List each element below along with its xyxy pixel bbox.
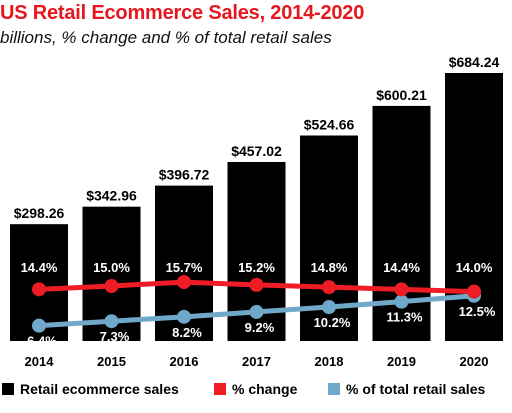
pct-change-label-2019: 14.4%	[383, 260, 420, 275]
bar-value-label-2015: $342.96	[86, 188, 137, 204]
pct-change-label-2014: 14.4%	[21, 260, 58, 275]
pct-of-total-label-2018: 10.2%	[314, 315, 351, 330]
x-tick-2015: 2015	[97, 354, 126, 369]
pct-change-label-2015: 15.0%	[93, 260, 130, 275]
pct-of-total-label-2015: 7.3%	[100, 329, 130, 344]
pct-of-total-point-2017	[249, 304, 264, 319]
pct-change-point-2014	[32, 282, 46, 297]
pct-of-total-label-2016: 8.2%	[172, 325, 202, 340]
pct-of-total-label-2019: 11.3%	[386, 310, 423, 325]
x-tick-2020: 2020	[460, 354, 489, 369]
pct-change-point-2016	[177, 275, 191, 290]
pct-change-point-2015	[104, 279, 119, 293]
pct-change-point-2020	[467, 284, 481, 299]
pct-change-point-2019	[394, 282, 409, 297]
bar-value-label-2017: $457.02	[231, 143, 282, 159]
pct-change-label-2016: 15.7%	[166, 260, 203, 275]
pct-change-label-2018: 14.8%	[311, 260, 348, 275]
legend-label-retail-ecommerce-sales: Retail ecommerce sales	[20, 381, 179, 397]
legend-swatch-retail-ecommerce-sales	[2, 383, 14, 395]
x-tick-2018: 2018	[315, 354, 344, 369]
pct-of-total-point-2015	[104, 314, 119, 329]
pct-change-point-2018	[322, 280, 336, 295]
pct-of-total-label-2020: 12.5%	[459, 304, 496, 319]
pct-of-total-point-2016	[177, 309, 191, 324]
pct-of-total-point-2014	[32, 318, 46, 333]
bar-value-label-2020: $684.24	[449, 54, 500, 70]
pct-of-total-point-2019	[394, 294, 409, 309]
chart-title: US Retail Ecommerce Sales, 2014-2020	[0, 2, 365, 24]
chart-subtitle: billions, % change and % of total retail…	[0, 28, 332, 47]
pct-change-label-2020: 14.0%	[456, 260, 493, 275]
bar-value-label-2016: $396.72	[159, 167, 210, 183]
bar-value-label-2018: $524.66	[304, 117, 355, 133]
bar-value-label-2014: $298.26	[14, 205, 65, 221]
x-tick-2019: 2019	[387, 354, 416, 369]
x-tick-2016: 2016	[170, 354, 199, 369]
legend-label-pct-of-total: % of total retail sales	[346, 381, 485, 397]
x-tick-2014: 2014	[25, 354, 55, 369]
legend-label-pct-change: % change	[232, 381, 298, 397]
x-tick-2017: 2017	[242, 354, 271, 369]
pct-of-total-label-2017: 9.2%	[245, 320, 275, 335]
legend-swatch-pct-change	[214, 383, 226, 395]
pct-of-total-point-2018	[322, 300, 336, 315]
legend-swatch-pct-of-total	[328, 383, 340, 395]
pct-of-total-label-2014: 6.4%	[27, 334, 57, 349]
pct-change-label-2017: 15.2%	[238, 260, 275, 275]
bar-value-label-2019: $600.21	[376, 87, 427, 103]
pct-change-point-2017	[249, 277, 264, 292]
